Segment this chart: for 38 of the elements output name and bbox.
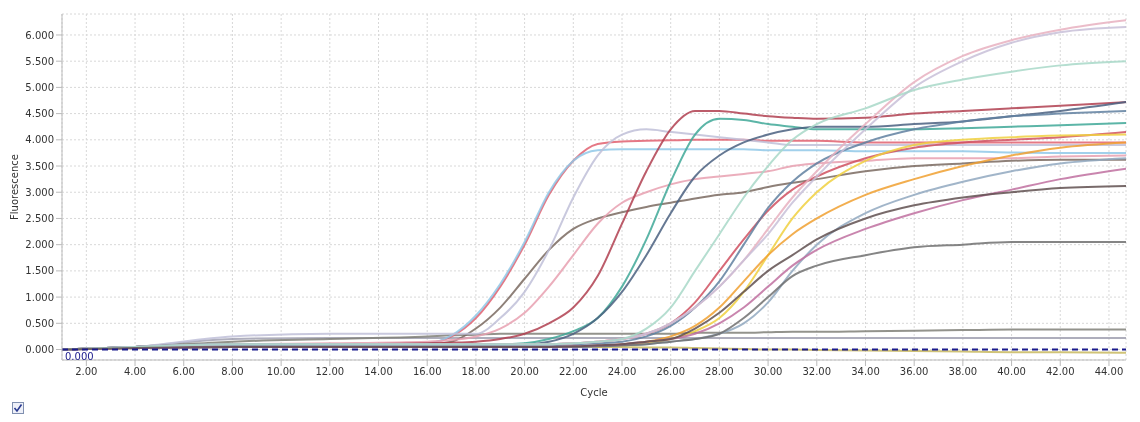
x-tick-label: 36.00 (899, 366, 929, 378)
y-tick-label: 1.000 (25, 291, 54, 303)
x-tick-label: 4.00 (123, 366, 147, 378)
y-tick-label: 4.500 (25, 108, 54, 120)
y-tick-label: 3.500 (25, 160, 54, 172)
x-tick-label: 6.00 (172, 366, 195, 378)
x-tick-label: 16.00 (412, 366, 442, 378)
x-axis-title: Cycle (580, 387, 608, 398)
x-tick-label: 24.00 (607, 366, 637, 378)
x-tick-label: 14.00 (364, 366, 393, 378)
x-tick-label: 32.00 (802, 366, 832, 378)
y-tick-label: 0.500 (25, 317, 54, 329)
y-tick-label: 1.500 (25, 265, 54, 277)
x-tick-label: 40.00 (997, 366, 1026, 378)
ref-line-label: 0.000 (65, 350, 94, 362)
y-tick-label: 4.000 (25, 134, 54, 146)
x-tick-label: 2.00 (75, 366, 98, 378)
x-tick-label: 28.00 (705, 366, 734, 378)
x-tick-label: 22.00 (558, 366, 588, 378)
y-tick-label: 3.000 (25, 186, 54, 198)
x-tick-label: 18.00 (461, 366, 491, 378)
y-tick-label: 0.000 (25, 344, 54, 356)
y-tick-label: 5.000 (25, 81, 54, 93)
x-tick-label: 20.00 (510, 366, 539, 378)
x-tick-label: 30.00 (753, 366, 783, 378)
x-tick-label: 10.00 (266, 366, 296, 378)
y-tick-label: 2.500 (25, 213, 54, 224)
x-tick-label: 12.00 (315, 366, 345, 378)
y-tick-label: 5.500 (25, 55, 54, 67)
x-tick-label: 8.00 (221, 366, 244, 378)
x-tick-label: 38.00 (948, 366, 978, 378)
x-tick-label: 34.00 (851, 366, 880, 378)
y-tick-label: 6.000 (25, 29, 54, 41)
x-tick-label: 44.00 (1094, 366, 1124, 378)
y-axis-title: Fluorescence (8, 154, 20, 220)
x-tick-label: 42.00 (1045, 366, 1075, 378)
y-tick-label: 2.000 (25, 239, 54, 251)
x-tick-label: 26.00 (656, 366, 686, 378)
